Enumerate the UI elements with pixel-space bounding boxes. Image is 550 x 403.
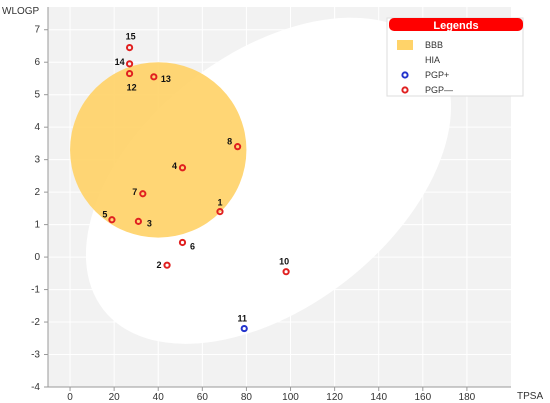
- y-tick-label: -3: [31, 350, 40, 361]
- axes: [47, 7, 511, 388]
- point-12: [125, 69, 134, 78]
- point-5: [108, 216, 116, 224]
- x-tick-label: 20: [109, 392, 121, 403]
- y-tick-label: -1: [31, 285, 40, 296]
- point-7: [139, 190, 147, 198]
- legend-swatch-hia: [397, 55, 413, 65]
- point-label-7: 7: [132, 187, 137, 197]
- y-tick-label: 5: [34, 90, 40, 101]
- x-tick-label: 120: [326, 392, 343, 403]
- x-tick-label: 80: [241, 392, 253, 403]
- point-label-13: 13: [161, 74, 171, 84]
- x-tick-label: 100: [282, 392, 299, 403]
- x-tick-label: 40: [153, 392, 165, 403]
- point-label-2: 2: [157, 260, 162, 270]
- legend-swatch-bbb: [397, 40, 413, 50]
- x-tick-label: 60: [197, 392, 209, 403]
- point-14: [125, 60, 134, 68]
- x-tick-label: 140: [370, 392, 387, 403]
- y-tick-label: 6: [34, 57, 40, 68]
- point-label-12: 12: [127, 83, 137, 93]
- point-11: [240, 324, 248, 333]
- point-label-14: 14: [115, 57, 125, 67]
- legend-title: Legends: [433, 20, 478, 32]
- y-axis-title: WLOGP: [2, 6, 40, 17]
- legend-marker: [401, 86, 409, 94]
- y-tick-label: 2: [34, 187, 40, 198]
- point-label-4: 4: [172, 161, 177, 171]
- legend-marker: [401, 71, 409, 79]
- point-4: [178, 164, 187, 172]
- point-label-6: 6: [190, 241, 195, 251]
- point-2: [163, 261, 171, 269]
- region-bbb: [70, 62, 247, 238]
- legend-label: HIA: [425, 55, 440, 65]
- legend-entries: BBB HIA PGP+ PGP—: [397, 40, 453, 95]
- y-tick-label: 7: [34, 25, 40, 36]
- y-tick-label: -4: [31, 382, 40, 393]
- point-label-10: 10: [279, 257, 289, 267]
- point-label-1: 1: [217, 198, 222, 208]
- x-axis-title: TPSA: [517, 391, 543, 402]
- y-tick-label: 4: [34, 122, 40, 133]
- point-label-8: 8: [227, 137, 232, 147]
- point-6: [178, 238, 187, 247]
- y-tick-label: 1: [34, 220, 40, 231]
- point-15: [125, 43, 134, 52]
- legend-label: PGP+: [425, 70, 449, 80]
- point-13: [150, 73, 158, 81]
- point-label-15: 15: [126, 32, 136, 42]
- y-tick-label: 0: [34, 252, 40, 263]
- legend-label: PGP—: [425, 85, 453, 95]
- legend-title-bar: [389, 18, 523, 31]
- point-label-5: 5: [102, 210, 107, 220]
- point-10: [282, 268, 290, 276]
- point-label-11: 11: [237, 314, 247, 324]
- x-tick-label: 160: [414, 392, 431, 403]
- y-tick-label: 3: [34, 155, 40, 166]
- point-label-3: 3: [147, 218, 152, 228]
- point-1: [216, 208, 224, 216]
- x-tick-label: 180: [459, 392, 476, 403]
- point-8: [234, 143, 242, 151]
- legend: Legends BBB HIA PGP+ PGP—: [386, 17, 524, 97]
- regions: [70, 17, 452, 344]
- x-tick-label: 0: [67, 392, 73, 403]
- point-3: [134, 217, 142, 225]
- y-tick-label: -2: [31, 317, 40, 328]
- legend-label: BBB: [425, 40, 443, 50]
